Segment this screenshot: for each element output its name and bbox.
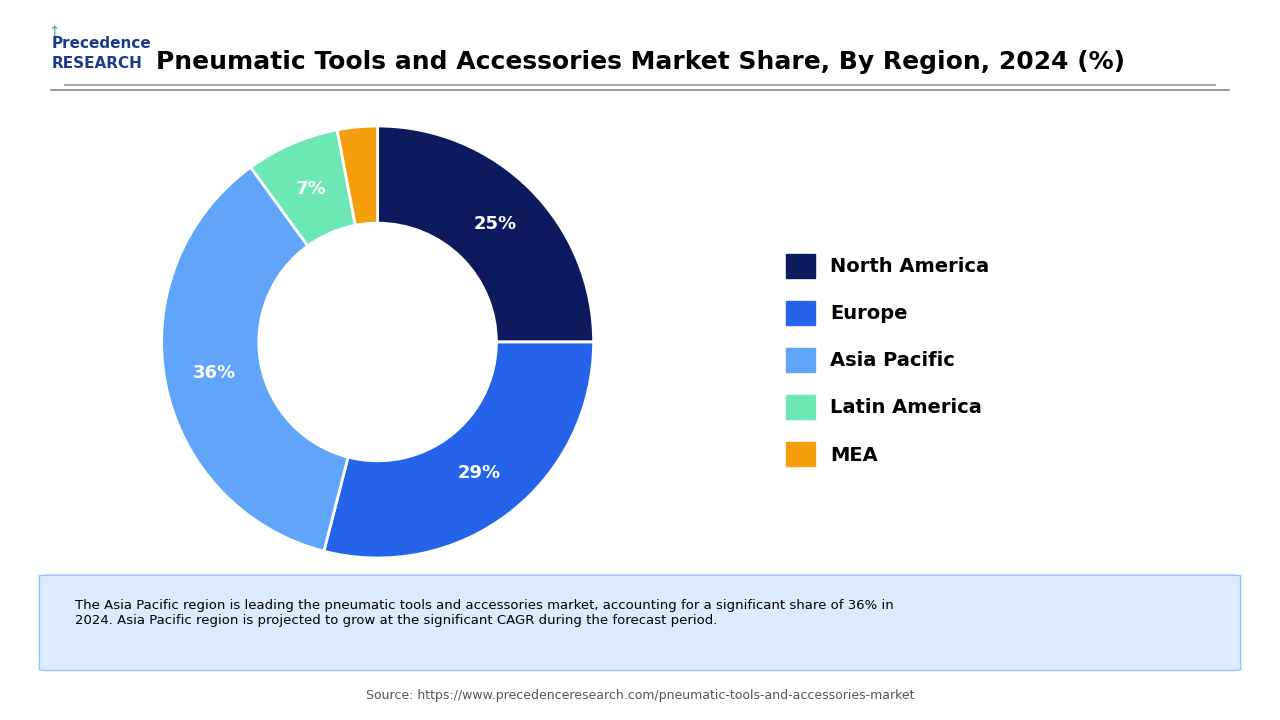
Text: Pneumatic Tools and Accessories Market Share, By Region, 2024 (%): Pneumatic Tools and Accessories Market S…: [155, 50, 1125, 74]
Text: Source: https://www.precedenceresearch.com/pneumatic-tools-and-accessories-marke: Source: https://www.precedenceresearch.c…: [366, 689, 914, 702]
Text: The Asia Pacific region is leading the pneumatic tools and accessories market, a: The Asia Pacific region is leading the p…: [74, 600, 893, 627]
Text: 25%: 25%: [474, 215, 517, 233]
Text: 7%: 7%: [296, 180, 326, 198]
Wedge shape: [378, 126, 594, 342]
Wedge shape: [324, 342, 594, 558]
Circle shape: [259, 223, 497, 461]
Text: 29%: 29%: [458, 464, 500, 482]
Legend: North America, Europe, Asia Pacific, Latin America, MEA: North America, Europe, Asia Pacific, Lat…: [778, 246, 997, 474]
Text: Precedence
RESEARCH: Precedence RESEARCH: [51, 36, 151, 71]
Wedge shape: [251, 130, 356, 246]
Wedge shape: [161, 167, 348, 552]
Text: 36%: 36%: [193, 364, 236, 382]
Text: ↑: ↑: [49, 25, 60, 39]
Wedge shape: [337, 126, 378, 225]
FancyBboxPatch shape: [40, 575, 1240, 670]
